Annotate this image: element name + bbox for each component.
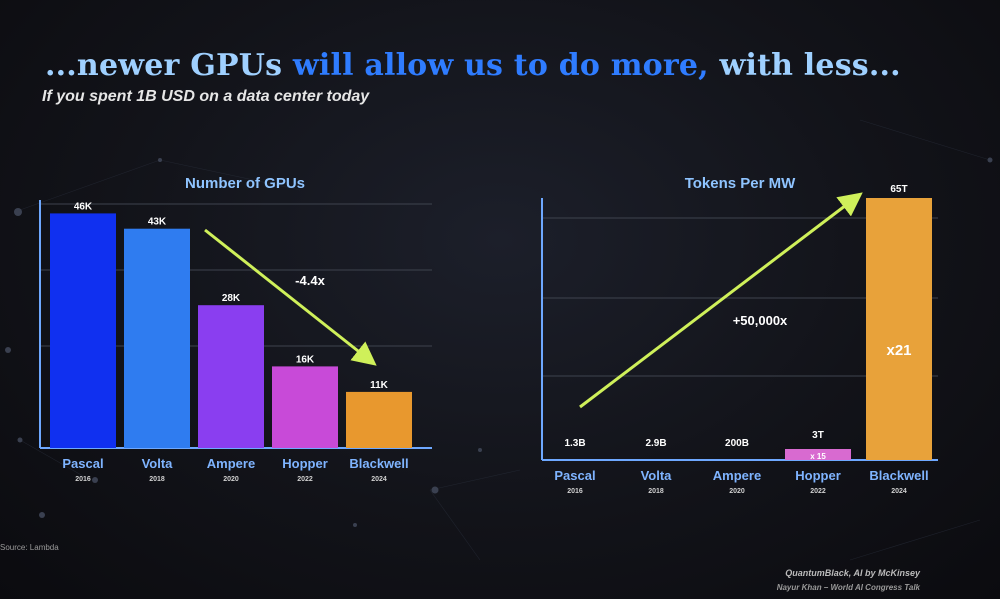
gpus-bar <box>272 366 338 448</box>
tokens-category-label: Hopper <box>795 468 841 483</box>
gpus-year-label: 2022 <box>297 476 313 483</box>
tokens-category-label: Blackwell <box>869 468 928 483</box>
gpus-bar <box>346 391 412 448</box>
tokens-value-label: 200B <box>725 438 749 449</box>
title-part-2: will allow us to do more, <box>292 48 709 83</box>
credit-line-2: Nayur Khan – World AI Congress Talk <box>776 583 920 592</box>
tokens-year-label: 2024 <box>891 488 907 495</box>
gpus-value-label: 28K <box>222 293 241 304</box>
tokens-trend-arrow <box>579 192 863 409</box>
slide-title: ...newer GPUs will allow us to do more, … <box>45 48 901 83</box>
tokens-value-label: 65T <box>890 184 907 195</box>
source-note: Source: Lambda <box>0 543 59 552</box>
gpus-category-label: Volta <box>142 456 174 471</box>
gpus-value-label: 46K <box>74 201 93 212</box>
gpus-bar <box>198 305 264 448</box>
tokens-bar-note: x 15 <box>810 452 826 461</box>
tokens-value-label: 2.9B <box>645 438 666 449</box>
tokens-year-label: 2022 <box>810 488 826 495</box>
gpus-bar <box>124 228 190 448</box>
tokens-title: Tokens Per MW <box>685 175 796 192</box>
tokens-year-label: 2018 <box>648 488 664 495</box>
tokens-bar-note: x21 <box>886 342 911 359</box>
gpus-chart: Number of GPUs 46K Pascal 2016 43K Volta 2018 2… <box>39 175 432 483</box>
gpus-category-label: Blackwell <box>349 456 408 471</box>
gpus-category-label: Hopper <box>282 456 328 471</box>
slide-subtitle: If you spent 1B USD on a data center tod… <box>42 88 370 105</box>
gpus-annotation: -4.4x <box>295 273 325 288</box>
tokens-bar <box>866 198 932 460</box>
tokens-category-label: Volta <box>641 468 673 483</box>
tokens-chart: Tokens Per MW 1.3B Pascal 2016 2.9B Volta 2018… <box>541 175 938 495</box>
tokens-value-label: 3T <box>812 430 824 441</box>
tokens-bar <box>785 449 851 460</box>
gpus-title: Number of GPUs <box>185 175 305 192</box>
tokens-category-label: Pascal <box>554 468 595 483</box>
title-part-1: ...newer GPUs <box>45 48 293 83</box>
title-part-3: with less... <box>708 48 901 83</box>
gpus-year-label: 2020 <box>223 476 239 483</box>
gpus-category-label: Ampere <box>207 456 255 471</box>
tokens-year-label: 2020 <box>729 488 745 495</box>
gpus-bar <box>50 213 116 448</box>
credit-line-1: QuantumBlack, AI by McKinsey <box>785 568 920 578</box>
gpus-year-label: 2018 <box>149 476 165 483</box>
gpus-value-label: 16K <box>296 354 315 365</box>
gpus-year-label: 2016 <box>75 476 91 483</box>
gpus-value-label: 11K <box>370 380 389 391</box>
gpus-trend-arrow <box>204 228 377 366</box>
tokens-annotation: +50,000x <box>733 313 788 328</box>
gpus-value-label: 43K <box>148 217 167 228</box>
tokens-year-label: 2016 <box>567 488 583 495</box>
tokens-category-label: Ampere <box>713 468 761 483</box>
tokens-value-label: 1.3B <box>564 438 585 449</box>
gpus-category-label: Pascal <box>62 456 103 471</box>
gpus-year-label: 2024 <box>371 476 387 483</box>
